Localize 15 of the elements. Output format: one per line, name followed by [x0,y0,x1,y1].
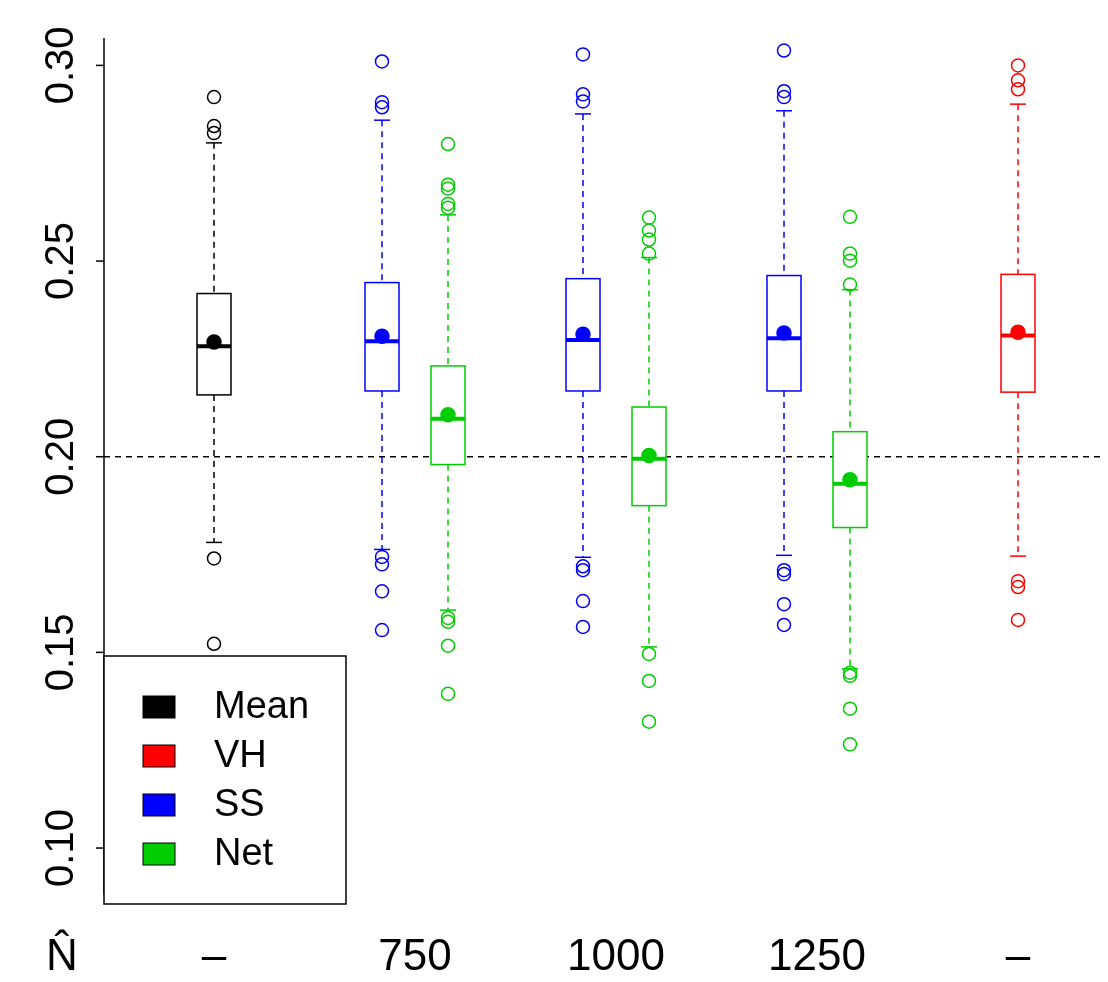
x-axis-title: N̂ [46,929,78,979]
y-tick-label: 0.25 [36,222,81,300]
y-tick-label: 0.10 [36,809,81,887]
x-tick-label: – [1005,929,1031,979]
x-tick-label: – [201,929,227,979]
legend-label: VH [214,733,267,776]
legend-label: Mean [214,684,310,727]
legend-label: Net [214,831,274,874]
x-tick-label: 750 [378,929,452,979]
legend-label: SS [214,782,265,825]
y-tick-label: 0.15 [36,613,81,692]
x-tick-label: 1000 [567,929,665,979]
y-tick-label: 0.20 [36,417,81,496]
y-tick-label: 0.30 [36,26,81,105]
x-tick-label: 1250 [768,929,866,979]
